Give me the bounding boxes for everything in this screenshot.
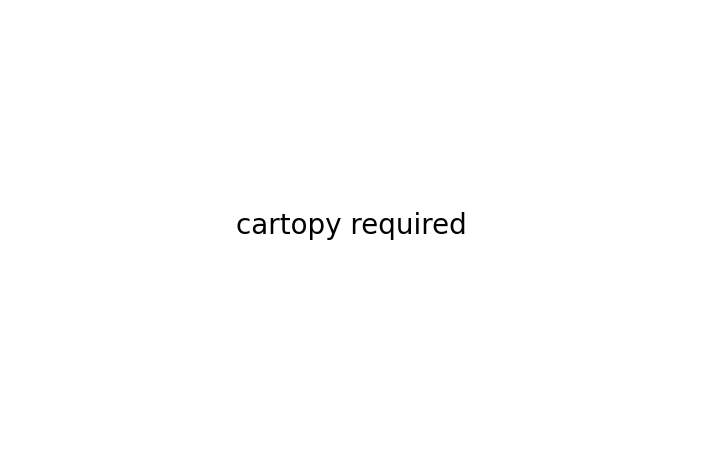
Text: cartopy required: cartopy required — [236, 212, 466, 239]
